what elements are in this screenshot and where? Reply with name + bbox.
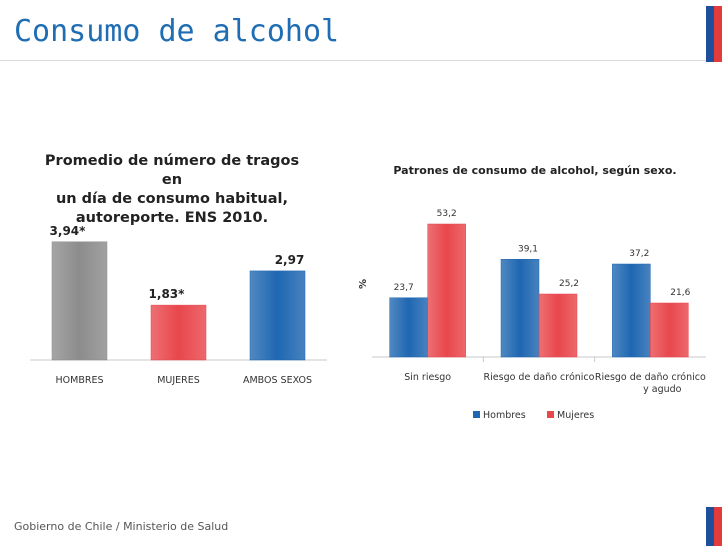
left-category-label: AMBOS SEXOS bbox=[243, 375, 312, 386]
right-bar-hombres bbox=[612, 263, 651, 358]
left-chart-title-line: un día de consumo habitual, bbox=[55, 191, 289, 207]
left-bar-ambos-sexos bbox=[249, 270, 306, 361]
right-bar-mujeres bbox=[650, 302, 689, 358]
right-category-label: Riesgo de daño crónico bbox=[595, 372, 706, 383]
left-category-label: MUJERES bbox=[157, 375, 200, 386]
right-bar-hombres bbox=[500, 259, 540, 358]
left-chart-title-line: autoreporte. ENS 2010. bbox=[75, 210, 269, 226]
right-category-label: y agudo bbox=[643, 384, 682, 395]
legend-swatch-hombres bbox=[473, 411, 480, 418]
left-category-label: HOMBRES bbox=[56, 375, 104, 386]
right-bar-value-label: 25,2 bbox=[559, 279, 579, 289]
right-bar-mujeres bbox=[427, 223, 466, 358]
slide-title: Consumo de alcohol bbox=[14, 14, 340, 49]
chile-flag-bottom-icon bbox=[706, 507, 722, 546]
legend-label-mujeres: Mujeres bbox=[557, 410, 594, 421]
chile-flag-top-icon bbox=[706, 0, 722, 62]
right-bar-hombres bbox=[389, 297, 428, 358]
left-bar-mujeres bbox=[150, 304, 207, 361]
right-bar-mujeres bbox=[538, 293, 578, 358]
right-y-axis-label: % bbox=[358, 279, 369, 289]
left-bar-value-label: 1,83* bbox=[149, 287, 186, 301]
left-bar-value-label: 2,97 bbox=[275, 253, 305, 267]
legend-swatch-mujeres bbox=[547, 411, 554, 418]
right-bar-value-label: 23,7 bbox=[394, 283, 414, 293]
right-bar-value-label: 37,2 bbox=[629, 249, 649, 259]
right-category-label: Riesgo de daño crónico bbox=[484, 372, 595, 383]
right-category-label: Sin riesgo bbox=[404, 372, 451, 383]
left-bar-hombres bbox=[51, 241, 108, 361]
legend-label-hombres: Hombres bbox=[483, 410, 526, 421]
right-bar-value-label: 39,1 bbox=[518, 244, 538, 254]
left-chart-title: Promedio de número de tragos en un día d… bbox=[40, 152, 304, 228]
left-chart-title-line: Promedio de número de tragos en bbox=[44, 153, 300, 188]
footer-text: Gobierno de Chile / Ministerio de Salud bbox=[14, 520, 229, 533]
right-chart-title: Patrones de consumo de alcohol, según se… bbox=[393, 164, 677, 177]
right-bar-value-label: 21,6 bbox=[670, 288, 690, 298]
left-bar-value-label: 3,94* bbox=[50, 224, 87, 238]
title-divider bbox=[0, 60, 714, 61]
right-bar-value-label: 53,2 bbox=[437, 209, 457, 219]
